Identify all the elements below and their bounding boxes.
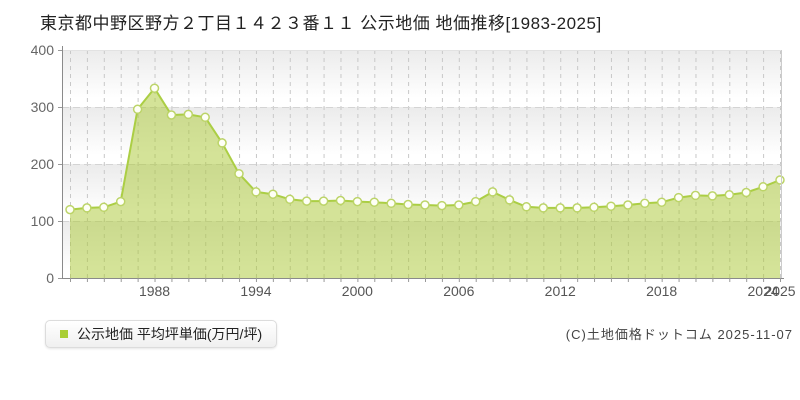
data-point-marker bbox=[369, 197, 380, 207]
data-point-marker bbox=[301, 196, 312, 206]
axes bbox=[62, 46, 784, 279]
svg-text:400: 400 bbox=[31, 42, 55, 58]
data-point-marker bbox=[403, 199, 413, 210]
y-axis-labels: 0 100 200 300 400 bbox=[31, 42, 55, 286]
data-point-marker bbox=[132, 104, 143, 115]
data-point-marker bbox=[318, 196, 329, 206]
svg-text:1988: 1988 bbox=[139, 283, 170, 299]
data-point-marker bbox=[775, 175, 785, 185]
svg-text:100: 100 bbox=[31, 213, 55, 229]
price-area-fill bbox=[70, 88, 780, 278]
data-point-marker bbox=[82, 203, 92, 213]
data-point-marker bbox=[251, 187, 261, 197]
y-axis-ticks bbox=[58, 50, 62, 279]
data-point-marker bbox=[115, 196, 126, 207]
data-point-marker bbox=[437, 200, 447, 211]
data-point-marker bbox=[707, 191, 718, 201]
data-point-markers bbox=[65, 83, 785, 215]
data-point-marker bbox=[352, 196, 363, 207]
svg-text:200: 200 bbox=[31, 156, 55, 172]
data-point-marker bbox=[521, 202, 532, 212]
data-point-marker bbox=[183, 109, 194, 120]
svg-text:0: 0 bbox=[46, 270, 54, 286]
data-point-marker bbox=[335, 195, 346, 206]
legend-series-marker-icon bbox=[60, 330, 68, 338]
data-point-marker bbox=[217, 138, 227, 148]
svg-text:300: 300 bbox=[31, 99, 55, 115]
svg-text:2025: 2025 bbox=[764, 283, 795, 299]
data-point-marker bbox=[386, 198, 396, 209]
page-title: 東京都中野区野方２丁目１４２３番１１ 公示地価 地価推移[1983-2025] bbox=[40, 14, 602, 33]
data-point-marker bbox=[200, 112, 210, 123]
data-point-marker bbox=[623, 200, 633, 210]
legend: 公示地価 平均坪単価(万円/坪) bbox=[45, 320, 278, 348]
data-point-marker bbox=[640, 198, 650, 209]
svg-text:2024: 2024 bbox=[748, 283, 779, 299]
data-point-marker bbox=[268, 189, 278, 199]
svg-text:2012: 2012 bbox=[545, 283, 576, 299]
data-point-marker bbox=[555, 203, 565, 213]
data-point-marker bbox=[538, 203, 549, 213]
x-axis-ticks bbox=[70, 278, 781, 282]
data-point-marker bbox=[99, 202, 109, 213]
data-point-marker bbox=[589, 202, 599, 213]
data-point-marker bbox=[656, 197, 667, 207]
data-point-marker bbox=[149, 83, 160, 93]
data-point-marker bbox=[420, 200, 430, 210]
data-point-marker bbox=[673, 192, 684, 203]
data-point-marker bbox=[504, 195, 515, 205]
svg-text:2006: 2006 bbox=[443, 283, 474, 299]
data-point-marker bbox=[724, 190, 735, 200]
data-point-marker bbox=[454, 200, 464, 210]
data-point-marker bbox=[487, 187, 498, 197]
copyright-text: (C)土地価格ドットコム 2025-11-07 bbox=[565, 327, 793, 342]
data-point-marker bbox=[234, 168, 244, 179]
data-point-marker bbox=[166, 110, 177, 120]
legend-label: 公示地価 平均坪単価(万円/坪) bbox=[77, 326, 263, 342]
data-point-marker bbox=[470, 196, 481, 207]
data-point-marker bbox=[572, 203, 582, 213]
svg-text:2000: 2000 bbox=[342, 283, 373, 299]
price-trend-chart: 0 100 200 300 400 1988 1994 2000 2006 2012 2018 202… bbox=[31, 42, 796, 299]
data-point-marker bbox=[285, 194, 295, 205]
svg-text:2018: 2018 bbox=[646, 283, 677, 299]
data-point-marker bbox=[606, 201, 616, 211]
data-point-marker bbox=[758, 182, 768, 192]
svg-text:1994: 1994 bbox=[240, 283, 271, 299]
data-point-marker bbox=[65, 204, 75, 215]
data-point-marker bbox=[690, 190, 701, 201]
data-point-marker bbox=[741, 187, 751, 198]
